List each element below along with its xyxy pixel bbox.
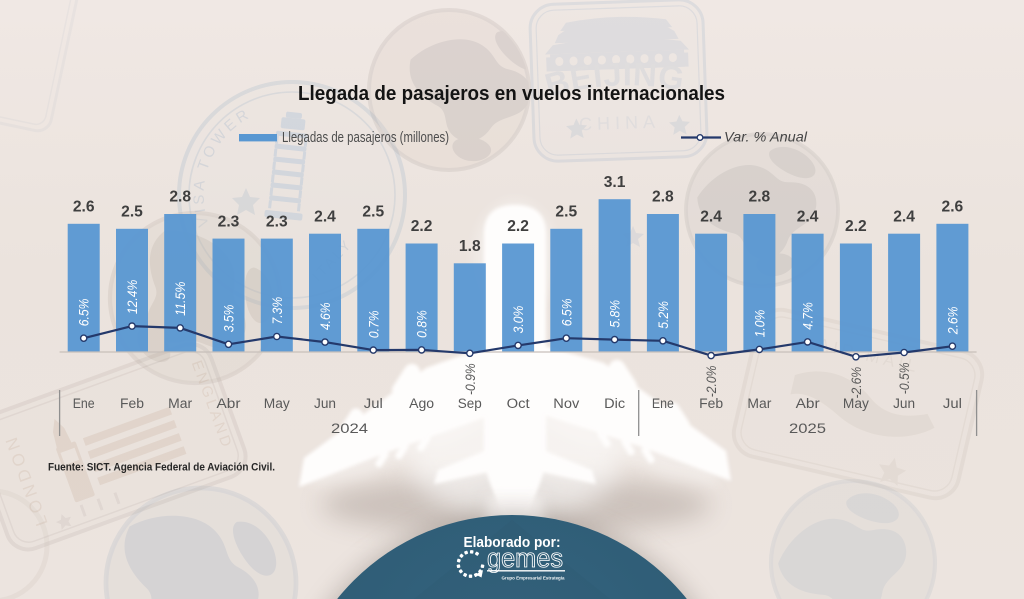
svg-text:-2.0%: -2.0% — [704, 366, 719, 398]
svg-text:2.4: 2.4 — [700, 208, 722, 225]
svg-text:2.5: 2.5 — [362, 203, 384, 220]
svg-text:Abr: Abr — [796, 396, 821, 411]
svg-text:Llegada de pasajeros en vuelos: Llegada de pasajeros en vuelos internaci… — [298, 83, 725, 105]
svg-text:2.5: 2.5 — [555, 203, 577, 220]
svg-text:Grupo Empresarial Estrategia: Grupo Empresarial Estrategia — [502, 575, 565, 580]
svg-text:Jun: Jun — [893, 396, 915, 411]
svg-text:7.3%: 7.3% — [270, 297, 285, 325]
svg-text:6.5%: 6.5% — [77, 299, 92, 327]
svg-text:0.7%: 0.7% — [366, 310, 381, 338]
svg-text:0.8%: 0.8% — [415, 310, 430, 338]
svg-text:11.5%: 11.5% — [173, 282, 188, 316]
svg-text:2.2: 2.2 — [507, 218, 529, 235]
svg-text:2.8: 2.8 — [749, 189, 771, 206]
svg-text:2025: 2025 — [789, 421, 826, 436]
svg-text:Jul: Jul — [364, 396, 383, 411]
svg-text:-0.9%: -0.9% — [463, 363, 478, 395]
svg-text:Llegadas de pasajeros (millone: Llegadas de pasajeros (millones) — [282, 129, 449, 146]
svg-text:Ene: Ene — [652, 396, 674, 411]
svg-text:2.2: 2.2 — [845, 218, 867, 235]
svg-text:Sep: Sep — [458, 396, 482, 411]
svg-text:3.0%: 3.0% — [511, 306, 526, 334]
svg-text:2.4: 2.4 — [314, 208, 336, 225]
svg-text:Feb: Feb — [699, 396, 723, 411]
svg-text:2.8: 2.8 — [169, 189, 191, 206]
svg-text:Feb: Feb — [120, 396, 144, 411]
svg-text:Mar: Mar — [747, 396, 772, 411]
svg-text:2.6: 2.6 — [942, 199, 964, 216]
svg-text:Ago: Ago — [409, 396, 434, 411]
svg-text:2.6%: 2.6% — [945, 307, 960, 336]
svg-text:5.2%: 5.2% — [656, 301, 671, 329]
svg-text:3.5%: 3.5% — [222, 305, 237, 333]
svg-text:2.3: 2.3 — [218, 213, 240, 230]
svg-text:2.6: 2.6 — [73, 199, 95, 216]
svg-text:May: May — [843, 396, 869, 411]
svg-text:1.0%: 1.0% — [752, 310, 767, 338]
svg-text:5.8%: 5.8% — [608, 300, 623, 328]
svg-text:Dic: Dic — [604, 396, 625, 411]
svg-text:Elaborado por:: Elaborado por: — [464, 535, 561, 551]
svg-text:-0.5%: -0.5% — [897, 363, 912, 395]
svg-text:2.2: 2.2 — [411, 218, 433, 235]
svg-text:Var. % Anual: Var. % Anual — [724, 129, 808, 145]
svg-text:12.4%: 12.4% — [125, 280, 140, 314]
svg-text:1.8: 1.8 — [459, 238, 481, 255]
svg-text:May: May — [264, 396, 290, 411]
svg-text:2.4: 2.4 — [797, 208, 819, 225]
svg-text:gemes: gemes — [487, 545, 563, 573]
svg-text:Nov: Nov — [553, 396, 579, 411]
svg-text:2.3: 2.3 — [266, 213, 288, 230]
svg-text:Jun: Jun — [314, 396, 336, 411]
svg-text:Mar: Mar — [168, 396, 193, 411]
svg-text:Oct: Oct — [507, 396, 530, 411]
svg-text:CHINA: CHINA — [579, 112, 661, 135]
svg-text:2024: 2024 — [331, 421, 369, 436]
svg-text:Fuente: SICT. Agencia Federal: Fuente: SICT. Agencia Federal de Aviació… — [48, 462, 275, 474]
svg-text:2.8: 2.8 — [652, 189, 674, 206]
svg-text:-2.6%: -2.6% — [849, 367, 864, 399]
svg-text:4.7%: 4.7% — [801, 302, 816, 330]
svg-text:Ene: Ene — [73, 396, 95, 411]
svg-text:Abr: Abr — [217, 396, 242, 411]
svg-text:6.5%: 6.5% — [559, 299, 574, 327]
svg-text:2.4: 2.4 — [893, 208, 915, 225]
svg-text:Jul: Jul — [943, 396, 962, 411]
svg-text:4.6%: 4.6% — [318, 302, 333, 330]
svg-text:2.5: 2.5 — [121, 203, 143, 220]
svg-text:3.1: 3.1 — [604, 174, 626, 191]
